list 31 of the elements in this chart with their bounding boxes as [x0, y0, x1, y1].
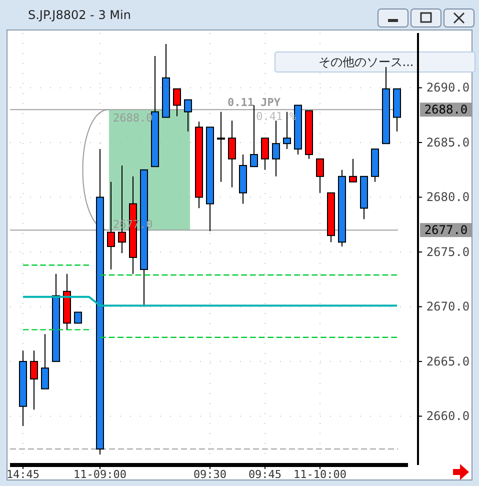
- candlestick: [107, 181, 115, 270]
- candlestick: [250, 104, 258, 168]
- candlestick: [30, 350, 38, 410]
- chart-title: S.JP.J8802 - 3 Min: [28, 8, 131, 22]
- candlestick: [349, 158, 357, 182]
- candlestick: [184, 99, 192, 132]
- y-tick-label: 2675.0: [426, 244, 470, 259]
- x-tick-label: 09:45: [248, 468, 282, 481]
- x-tick-label: 14:45: [6, 468, 40, 481]
- ref-line-label: 2688.0: [424, 102, 468, 117]
- y-tick-label: 2660.0: [426, 409, 470, 424]
- annotation: 0.11 JPY: [228, 96, 281, 109]
- candlestick: [41, 334, 49, 390]
- candlestick: [316, 158, 324, 194]
- candlestick: [217, 111, 225, 182]
- x-tick-label: 11-10:00: [294, 468, 346, 481]
- candlestick: [173, 88, 181, 117]
- y-tick-label: 2670.0: [426, 300, 470, 314]
- annotation: その他のソース...: [318, 55, 414, 69]
- ref-line-label: 2677.0: [424, 223, 468, 238]
- y-tick-label: 2680.0: [426, 190, 470, 204]
- candlestick: [283, 111, 291, 150]
- candlestick: [228, 120, 236, 188]
- candlestick: [74, 312, 82, 324]
- x-tick-label: 11-09:00: [74, 468, 126, 481]
- y-tick-label: 2685.0: [426, 135, 470, 150]
- candlestick: [261, 138, 269, 170]
- candlestick: [272, 120, 280, 177]
- y-tick-label: 2665.0: [426, 354, 470, 368]
- y-tick-label: 2690.0: [426, 80, 470, 95]
- x-tick-label: 09:30: [193, 468, 227, 481]
